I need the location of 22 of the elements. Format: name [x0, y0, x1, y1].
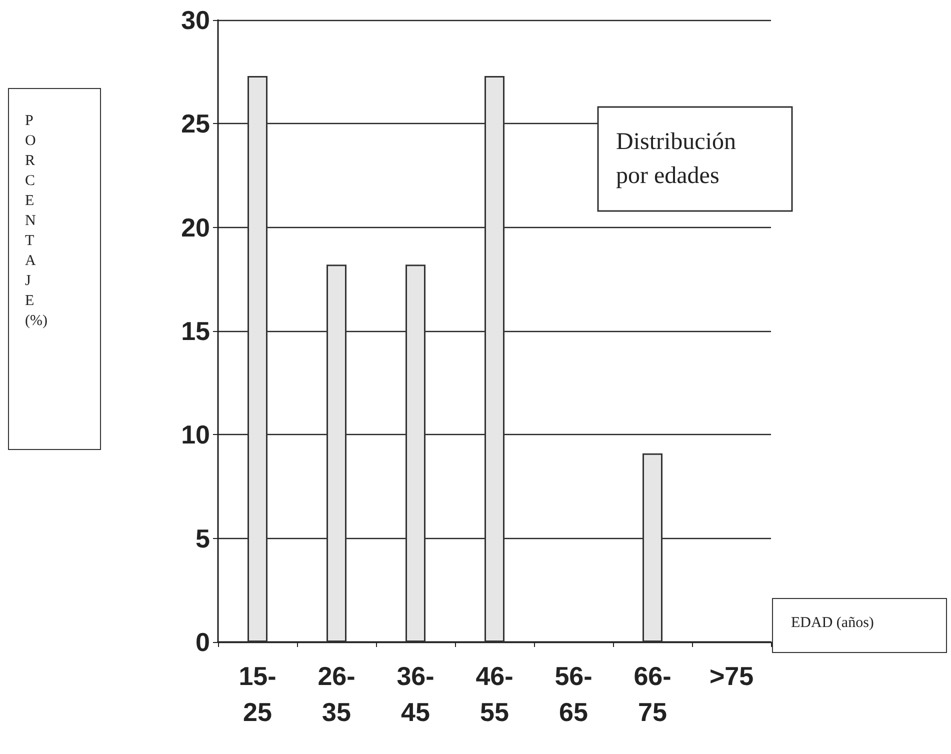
x-tick-label: 66-75 [634, 661, 672, 727]
bar [642, 453, 662, 642]
y-tick-label: 25 [181, 108, 210, 139]
y-tick-label: 10 [181, 420, 210, 450]
bar [484, 76, 504, 642]
x-tick-label: 46-55 [476, 661, 514, 727]
text: PORCENTAJE (%) [25, 113, 48, 329]
x-tick-label: 15-25 [238, 661, 276, 727]
x-tick-label: 56-65 [554, 661, 592, 727]
y-tick-label: 5 [196, 523, 210, 554]
x-tick-label: >75 [709, 661, 754, 691]
x-axis-title: EDAD (años) [772, 598, 947, 653]
y-tick-label: 30 [181, 5, 210, 35]
text: Distribución por edades [616, 129, 742, 189]
bar [406, 264, 426, 642]
y-tick-label: 0 [196, 627, 210, 657]
x-tick-label: 36-45 [396, 661, 434, 727]
y-tick-label: 20 [181, 212, 210, 242]
x-tick-label: 26-35 [318, 661, 356, 727]
bar [326, 264, 346, 642]
y-tick-label: 15 [181, 316, 210, 346]
bar [248, 76, 268, 642]
